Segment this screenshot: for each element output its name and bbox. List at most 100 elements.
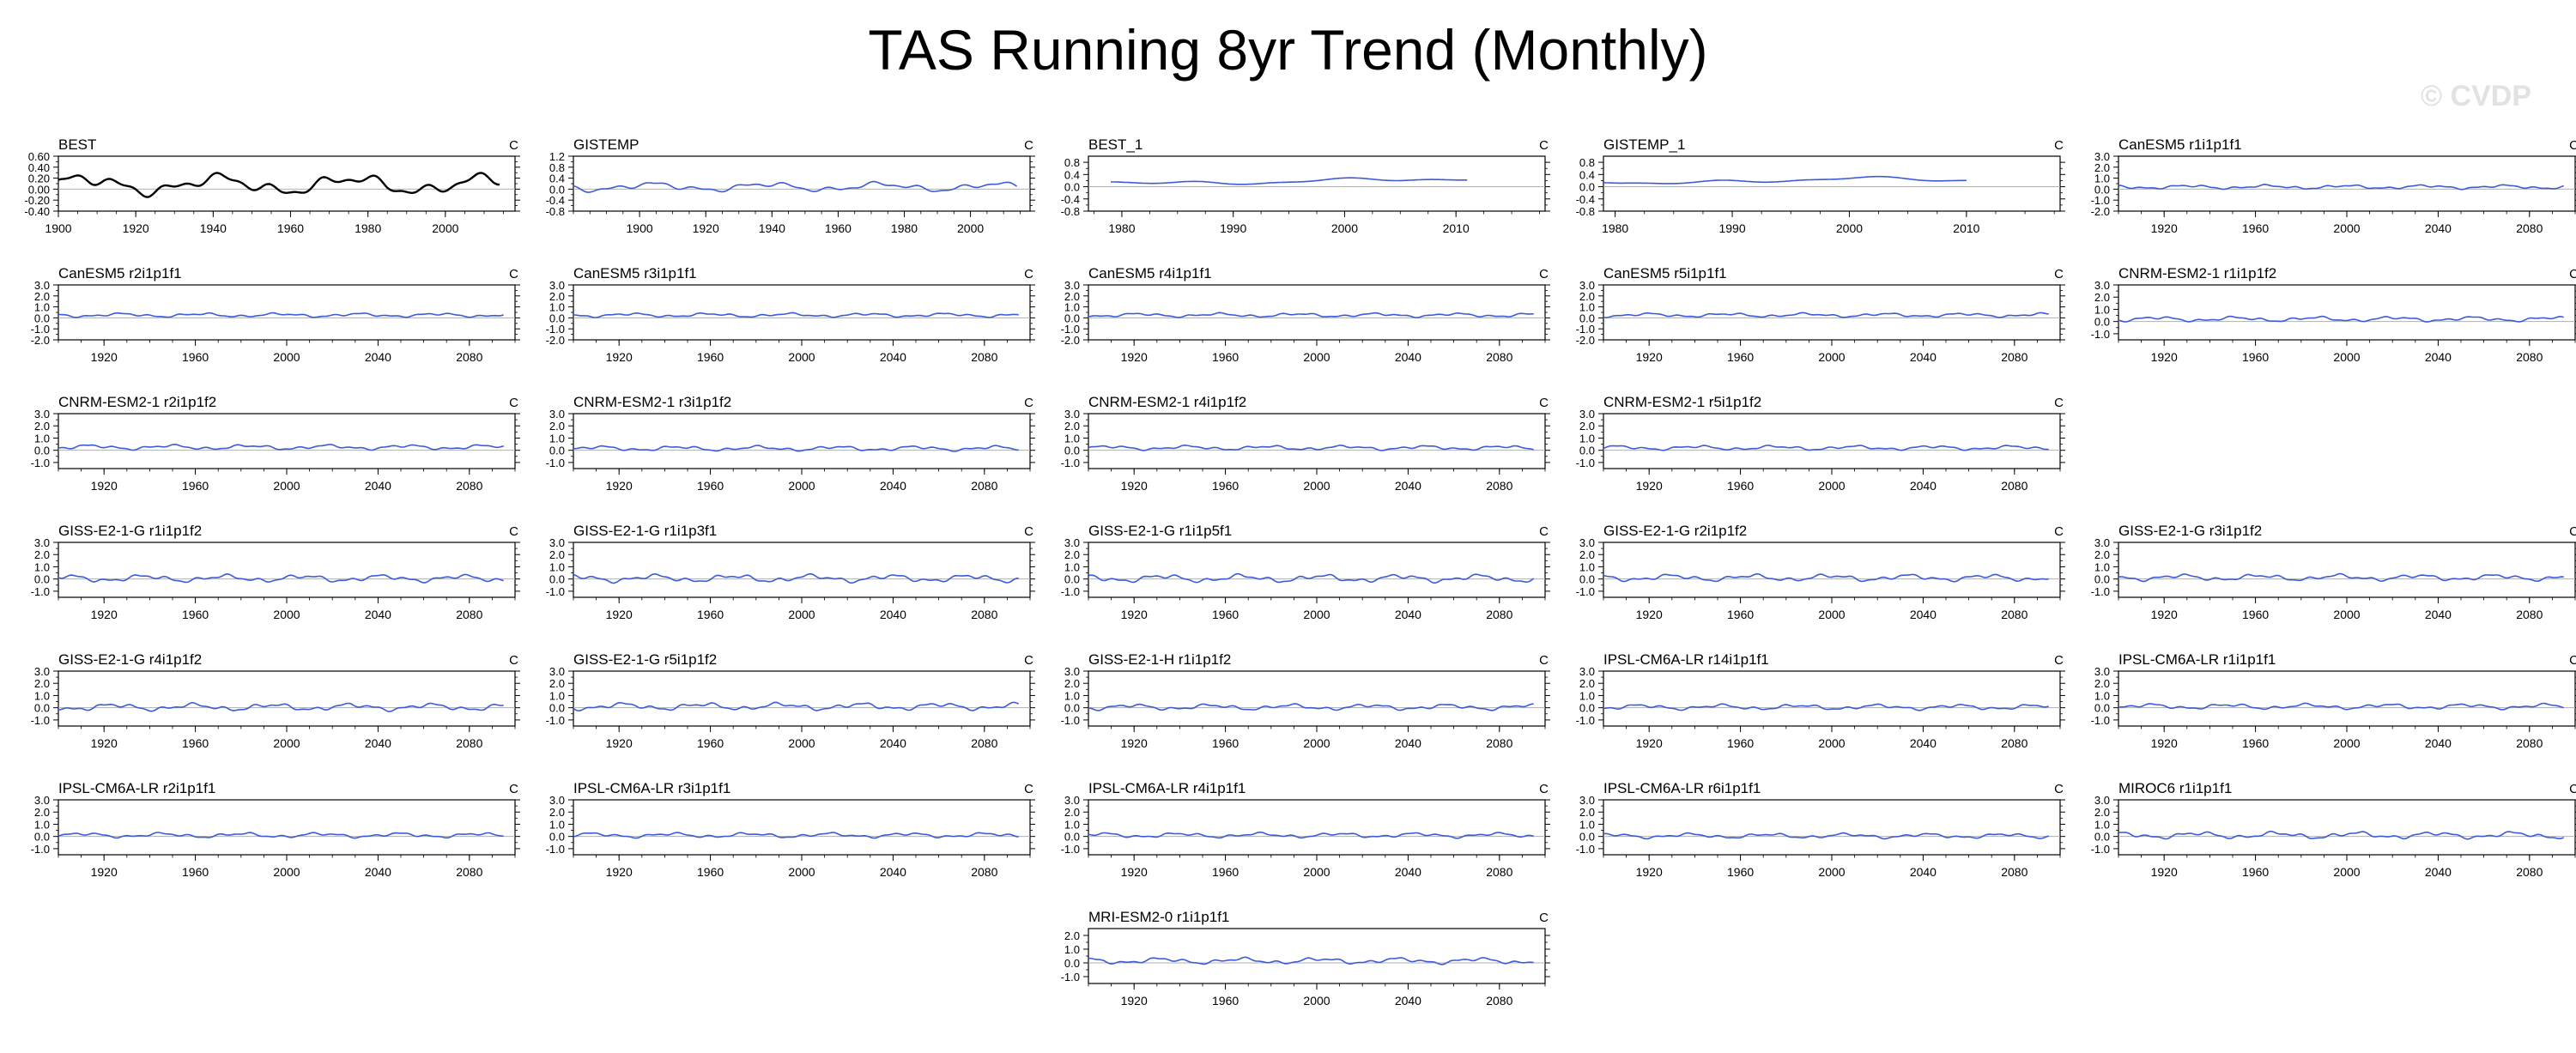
x-tick-label: 2040 — [1395, 479, 1421, 493]
y-tick-label: 1.0 — [1579, 301, 1595, 314]
y-tick-label: 3.0 — [1064, 794, 1080, 807]
y-tick-label: 3.0 — [1064, 408, 1080, 421]
panel-frame — [1603, 284, 2061, 341]
panel-frame — [1603, 542, 2061, 598]
y-tick-label: 0.0 — [1579, 445, 1595, 457]
y-tick-label: 2.0 — [2094, 806, 2110, 819]
panel-frame — [2118, 799, 2576, 856]
y-tick-label: -0.40 — [24, 205, 50, 218]
y-tick-label: 2.0 — [549, 290, 565, 303]
x-tick-label: 1940 — [759, 221, 785, 235]
panel-frame — [573, 542, 1031, 598]
series-line — [573, 572, 1019, 584]
series-line — [58, 172, 500, 198]
y-tick-label: 3.0 — [34, 665, 50, 678]
y-tick-label: 0.0 — [1579, 831, 1595, 844]
panel-units: C — [1024, 524, 1033, 539]
panel-units: C — [2569, 138, 2576, 153]
y-tick-label: -0.4 — [1576, 193, 1595, 206]
y-tick-label: -1.0 — [546, 714, 565, 727]
x-tick-label: 2040 — [1395, 865, 1421, 879]
panel-frame — [1088, 928, 1546, 984]
y-tick-label: 3.0 — [2094, 536, 2110, 549]
panel-title: GISS-E2-1-G r3i1p1f2 — [2118, 523, 2262, 539]
series-line — [58, 832, 504, 839]
y-tick-label: -1.0 — [31, 457, 50, 469]
panel-units: C — [2054, 267, 2064, 281]
panel-title: CNRM-ESM2-1 r4i1p1f2 — [1088, 394, 1246, 410]
panel-title: GISS-E2-1-G r2i1p1f2 — [1603, 523, 1747, 539]
series-line — [58, 572, 504, 584]
x-tick-label: 1960 — [1212, 608, 1239, 621]
panel-frame — [1603, 670, 2061, 727]
x-tick-label: 1920 — [1121, 608, 1148, 621]
x-tick-label: 2000 — [2333, 865, 2360, 879]
x-tick-label: 2000 — [273, 736, 300, 750]
y-tick-label: 1.0 — [1579, 689, 1595, 702]
panel-units: C — [1539, 911, 1549, 925]
panel-title: GISS-E2-1-G r4i1p1f2 — [58, 651, 202, 668]
x-tick-label: 2040 — [1395, 608, 1421, 621]
series-line — [1603, 832, 2049, 840]
x-tick-label: 2080 — [2001, 479, 2027, 493]
y-tick-label: 0.0 — [549, 183, 565, 196]
panel-units: C — [1024, 782, 1033, 796]
y-tick-label: -1.0 — [2091, 585, 2110, 598]
x-tick-label: 2000 — [1303, 479, 1330, 493]
series-line — [1088, 956, 1534, 965]
y-tick-label: 0.0 — [34, 312, 50, 324]
y-tick-label: 0.0 — [34, 445, 50, 457]
panel-title: GISS-E2-1-G r1i1p1f2 — [58, 523, 202, 539]
y-tick-label: 1.0 — [549, 689, 565, 702]
y-tick-label: 3.0 — [34, 794, 50, 807]
y-tick-label: -1.0 — [1061, 843, 1080, 856]
panel-title: CanESM5 r2i1p1f1 — [58, 265, 182, 281]
x-tick-label: 2000 — [788, 350, 815, 364]
panel-frame — [58, 155, 516, 212]
series-line — [1088, 572, 1535, 584]
x-tick-label: 1960 — [277, 221, 304, 235]
panel-title: CanESM5 r5i1p1f1 — [1603, 265, 1727, 281]
series-line — [58, 701, 504, 712]
x-tick-label: 2000 — [2333, 736, 2360, 750]
x-tick-label: 2080 — [971, 608, 997, 621]
y-tick-label: -1.0 — [1061, 323, 1080, 336]
y-tick-label: 1.0 — [2094, 172, 2110, 185]
y-tick-label: 0.8 — [549, 161, 565, 174]
x-tick-label: 2080 — [971, 865, 997, 879]
x-tick-label: 1960 — [182, 479, 209, 493]
y-tick-label: 2.0 — [1064, 548, 1080, 561]
series-line — [1603, 312, 2049, 318]
series-line — [1088, 831, 1534, 839]
y-tick-label: -0.8 — [1576, 205, 1595, 218]
x-tick-label: 2040 — [365, 350, 391, 364]
x-tick-label: 2040 — [880, 479, 906, 493]
y-tick-label: 2.0 — [34, 677, 50, 690]
x-tick-label: 1920 — [1121, 994, 1148, 1008]
x-tick-label: 1920 — [1636, 736, 1663, 750]
panel-frame — [2118, 284, 2576, 341]
y-tick-label: -2.0 — [31, 334, 50, 347]
panel-frame — [58, 284, 516, 341]
y-tick-label: 3.0 — [549, 665, 565, 678]
y-tick-label: -0.8 — [1061, 205, 1080, 218]
y-tick-label: 1.0 — [34, 301, 50, 314]
y-tick-label: -0.20 — [24, 194, 50, 207]
panel-frame — [1088, 413, 1546, 469]
x-tick-label: 1990 — [1718, 221, 1745, 235]
x-tick-label: 1960 — [697, 479, 724, 493]
x-tick-label: 1920 — [1121, 350, 1148, 364]
x-tick-label: 1960 — [697, 350, 724, 364]
series-line — [573, 180, 1018, 193]
x-tick-label: 2040 — [880, 865, 906, 879]
x-tick-label: 2040 — [2425, 221, 2452, 235]
y-tick-label: 0.8 — [1064, 156, 1080, 169]
panel-units: C — [2569, 267, 2576, 281]
x-tick-label: 1960 — [1727, 350, 1754, 364]
x-tick-label: 1920 — [123, 221, 149, 235]
panel-units: C — [509, 782, 518, 796]
y-tick-label: 0.0 — [1579, 573, 1595, 586]
panel-frame — [2118, 155, 2576, 212]
x-tick-label: 2040 — [880, 350, 906, 364]
